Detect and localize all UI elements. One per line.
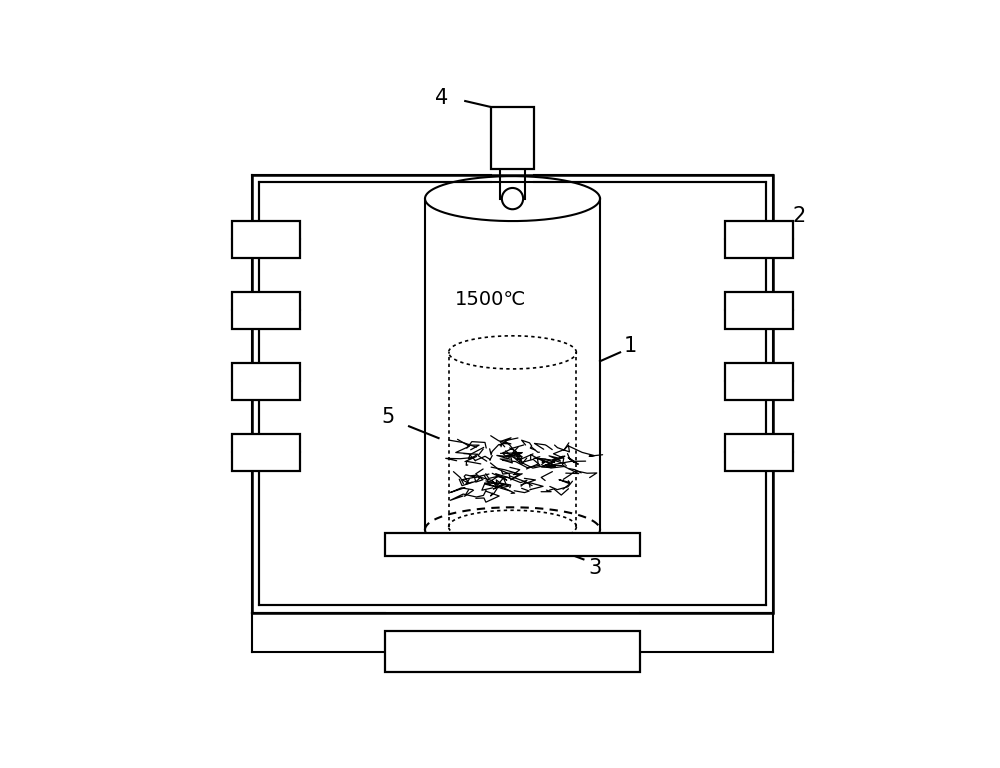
- Bar: [232, 363, 300, 399]
- Bar: [725, 292, 793, 329]
- Text: 4: 4: [435, 88, 448, 108]
- Bar: [725, 434, 793, 471]
- Bar: [232, 434, 300, 471]
- Bar: [491, 107, 534, 169]
- Bar: [725, 221, 793, 258]
- Bar: [259, 182, 766, 605]
- Bar: [232, 221, 300, 258]
- Text: 2: 2: [793, 207, 806, 227]
- Bar: [232, 292, 300, 329]
- Text: PLC 磁控管控制系统: PLC 磁控管控制系统: [450, 642, 575, 661]
- Bar: [252, 175, 773, 613]
- Text: 3: 3: [589, 558, 602, 578]
- Text: 1: 1: [624, 336, 637, 356]
- Bar: [385, 631, 640, 672]
- Bar: [725, 363, 793, 399]
- Text: 5: 5: [382, 407, 395, 428]
- Bar: [385, 533, 640, 556]
- Text: 1500℃: 1500℃: [454, 290, 526, 309]
